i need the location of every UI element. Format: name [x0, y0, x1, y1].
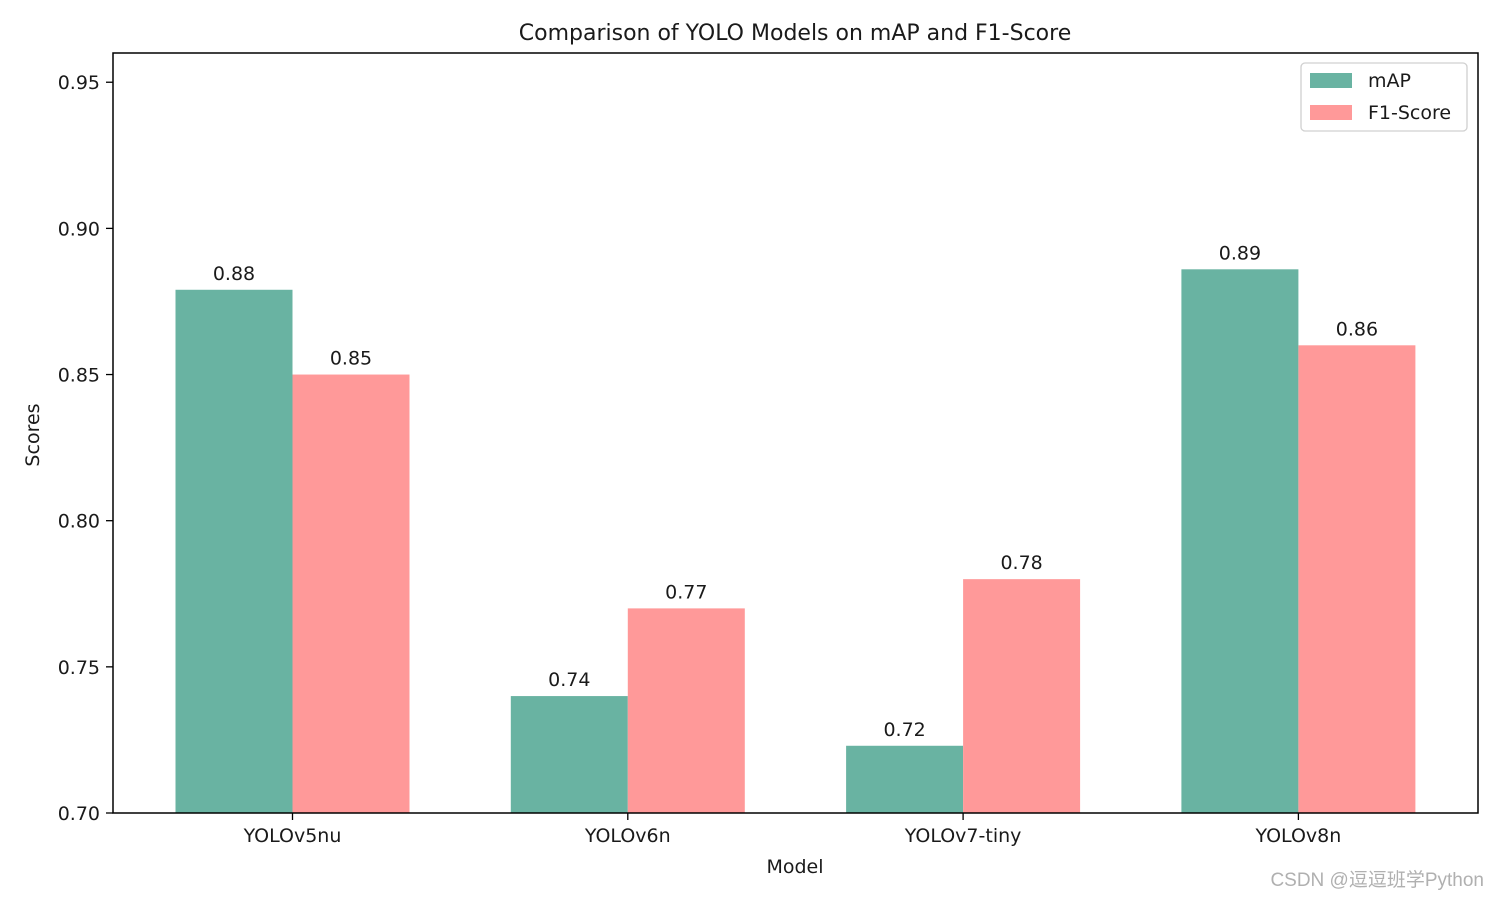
x-tick-label: YOLOv8n [1255, 825, 1342, 847]
bar-map-1 [510, 696, 628, 813]
plot-layer: 0.88 0.74 0.72 0.89 0.85 0.77 0.78 0.86 0.70 0.75… [58, 52, 1479, 847]
x-axis-label: Model [766, 856, 823, 878]
y-tick-label: 0.75 [58, 657, 100, 679]
bar-f1-score-3 [1298, 345, 1416, 813]
data-label: 0.74 [548, 669, 590, 691]
y-tick-label: 0.70 [58, 803, 100, 825]
x-tick-label: YOLOv5nu [243, 825, 342, 847]
y-axis-label: Scores [22, 403, 44, 466]
data-label: 0.85 [330, 348, 372, 370]
y-tick-label: 0.85 [58, 365, 100, 387]
data-label: 0.78 [1000, 552, 1042, 574]
bar-f1-score-2 [963, 579, 1081, 813]
y-tick-label: 0.80 [58, 511, 100, 533]
data-label: 0.89 [1219, 242, 1261, 264]
data-label: 0.72 [883, 719, 925, 741]
x-tick-label: YOLOv6n [584, 825, 671, 847]
bar-map-3 [1181, 269, 1299, 813]
data-label: 0.77 [665, 581, 707, 603]
plot-frame [112, 52, 1479, 814]
x-tick-label: YOLOv7-tiny [904, 825, 1022, 847]
legend-swatch [1310, 105, 1352, 120]
watermark: CSDN @逗逗班学Python [1270, 870, 1484, 891]
legend-swatch [1310, 73, 1352, 88]
chart-title: Comparison of YOLO Models on mAP and F1-… [519, 21, 1071, 46]
data-label: 0.88 [213, 263, 255, 285]
y-tick-label: 0.90 [58, 218, 100, 240]
bar-map-0 [175, 289, 293, 813]
bar-f1-score-0 [292, 374, 410, 813]
y-tick-label: 0.95 [58, 72, 100, 94]
legend-label: F1-Score [1368, 102, 1451, 124]
legend-label: mAP [1368, 70, 1411, 92]
bar-map-2 [846, 745, 964, 813]
bar-f1-score-1 [627, 608, 745, 813]
data-label: 0.86 [1336, 318, 1378, 340]
